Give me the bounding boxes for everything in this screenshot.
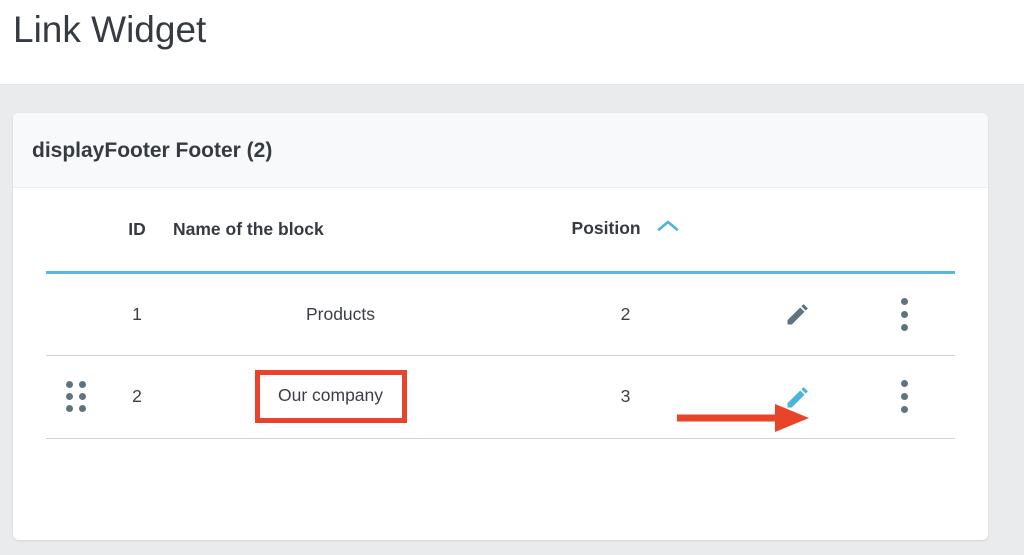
drag-dot	[66, 405, 73, 412]
drag-dot	[66, 381, 73, 388]
kebab-dot	[900, 297, 908, 305]
column-header-position[interactable]: Position	[508, 188, 743, 274]
cell-menu	[853, 272, 955, 356]
table-body: 1 Products 2	[46, 272, 955, 439]
drag-dot	[66, 393, 73, 400]
drag-handle-cell	[46, 272, 106, 356]
kebab-menu-icon[interactable]	[899, 378, 910, 415]
cell-edit	[743, 355, 853, 439]
card-body: ID Name of the block Position	[13, 188, 988, 539]
content-area: displayFooter Footer (2) ID Name of the	[0, 85, 1024, 555]
blocks-table: ID Name of the block Position	[46, 188, 955, 439]
column-header-name[interactable]: Name of the block	[168, 188, 508, 274]
page-header: Link Widget	[0, 0, 1024, 85]
cell-name-text: Products	[305, 303, 376, 324]
chevron-up-icon[interactable]	[657, 217, 679, 238]
table-row[interactable]: 1 Products 2	[46, 272, 955, 356]
column-header-id[interactable]: ID	[106, 188, 168, 274]
column-header-handle	[46, 188, 106, 274]
footer-blocks-card: displayFooter Footer (2) ID Name of the	[13, 113, 988, 540]
kebab-menu-icon[interactable]	[899, 296, 910, 333]
kebab-dot	[900, 406, 908, 413]
cell-menu	[853, 355, 955, 439]
card-header: displayFooter Footer (2)	[13, 113, 988, 188]
table-header-row: ID Name of the block Position	[46, 188, 955, 274]
cell-name-text: Our company	[277, 385, 384, 406]
cell-edit	[743, 272, 853, 356]
cell-name: Products	[168, 272, 508, 356]
cell-id: 2	[106, 355, 168, 439]
pencil-icon[interactable]	[784, 383, 812, 411]
kebab-dot	[900, 380, 908, 387]
drag-dot	[79, 405, 86, 412]
cell-name: Our company	[168, 355, 508, 439]
table-row[interactable]: 2 Our company 3	[46, 355, 955, 439]
kebab-dot	[900, 393, 908, 400]
pencil-icon[interactable]	[784, 300, 812, 328]
drag-dot	[79, 381, 86, 388]
column-header-menu	[853, 188, 955, 274]
cell-position: 3	[508, 355, 743, 439]
drag-handle-cell	[46, 355, 106, 439]
kebab-dot	[900, 310, 908, 318]
cell-id: 1	[106, 272, 168, 356]
cell-position: 2	[508, 272, 743, 356]
highlight-annotation-box: Our company	[254, 370, 408, 423]
page-title: Link Widget	[13, 9, 207, 50]
card-header-title: displayFooter Footer (2)	[32, 139, 273, 162]
column-header-position-label: Position	[571, 218, 641, 239]
column-header-edit	[743, 188, 853, 274]
drag-dot	[79, 393, 86, 400]
table-head: ID Name of the block Position	[46, 188, 955, 274]
kebab-dot	[900, 323, 908, 331]
drag-handle-icon[interactable]	[66, 381, 86, 412]
